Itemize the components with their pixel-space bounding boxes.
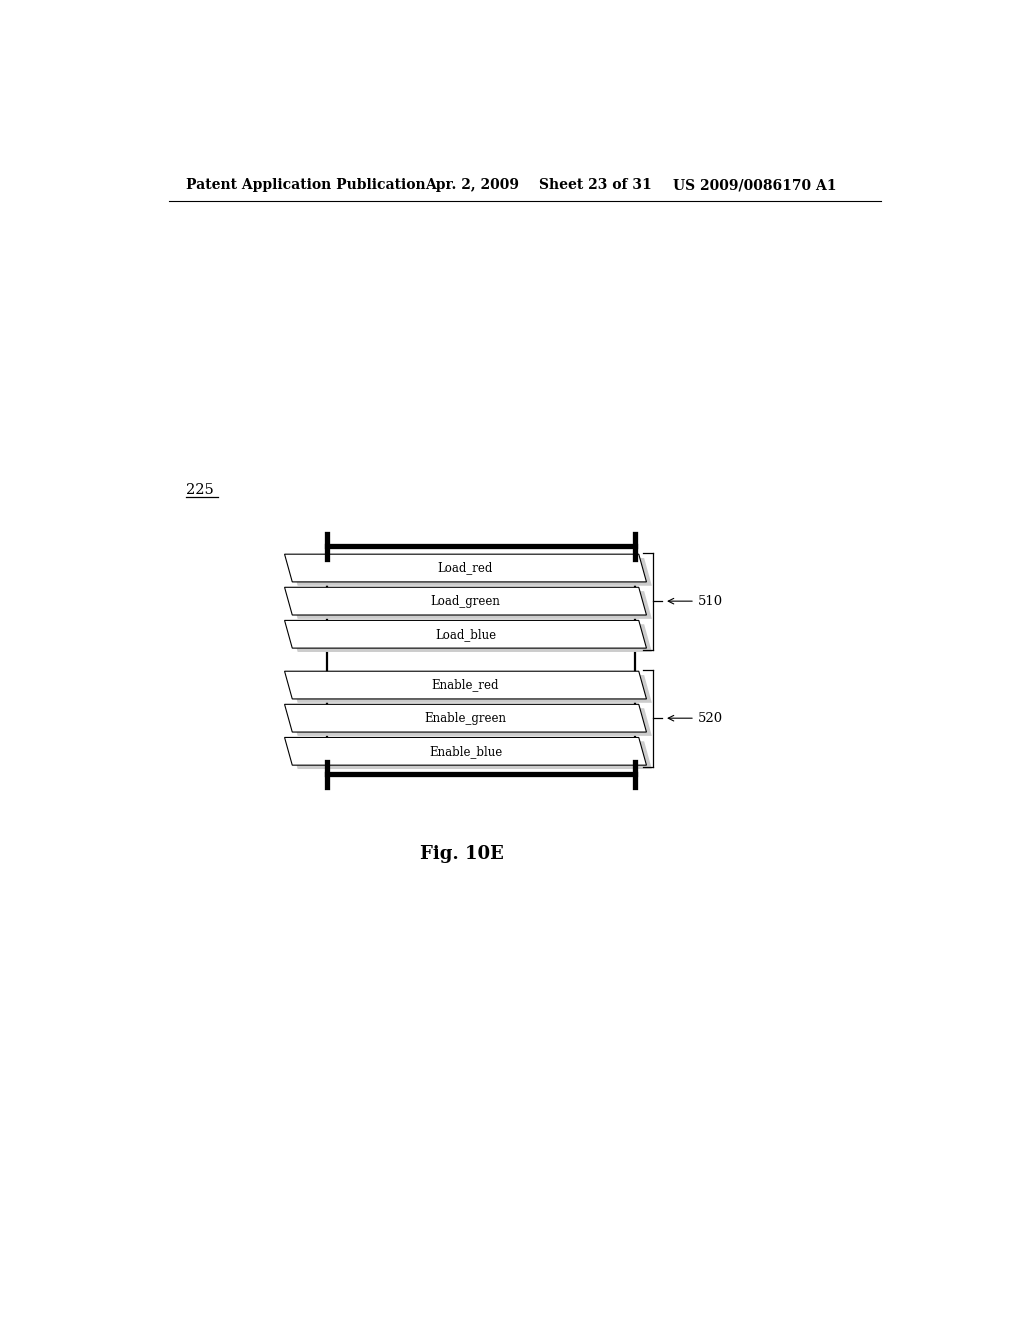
Text: Load_red: Load_red: [438, 561, 494, 574]
Text: Enable_red: Enable_red: [432, 678, 500, 692]
Polygon shape: [290, 708, 652, 737]
Polygon shape: [285, 587, 646, 615]
Polygon shape: [285, 554, 646, 582]
Text: Load_blue: Load_blue: [435, 628, 496, 640]
Polygon shape: [285, 738, 646, 766]
Polygon shape: [285, 620, 646, 648]
Text: Enable_green: Enable_green: [425, 711, 507, 725]
Polygon shape: [285, 705, 646, 733]
Text: Patent Application Publication: Patent Application Publication: [186, 178, 426, 193]
Polygon shape: [290, 558, 652, 586]
Polygon shape: [290, 624, 652, 652]
Text: Load_green: Load_green: [430, 594, 501, 607]
Text: Apr. 2, 2009: Apr. 2, 2009: [425, 178, 519, 193]
Polygon shape: [290, 742, 652, 770]
Text: 520: 520: [698, 711, 723, 725]
Text: Fig. 10E: Fig. 10E: [420, 846, 504, 863]
Text: 510: 510: [698, 594, 723, 607]
Text: 225: 225: [186, 483, 214, 496]
Text: US 2009/0086170 A1: US 2009/0086170 A1: [674, 178, 837, 193]
Polygon shape: [285, 671, 646, 700]
Text: Sheet 23 of 31: Sheet 23 of 31: [539, 178, 651, 193]
Polygon shape: [290, 675, 652, 702]
Text: Enable_blue: Enable_blue: [429, 744, 502, 758]
Polygon shape: [290, 591, 652, 619]
